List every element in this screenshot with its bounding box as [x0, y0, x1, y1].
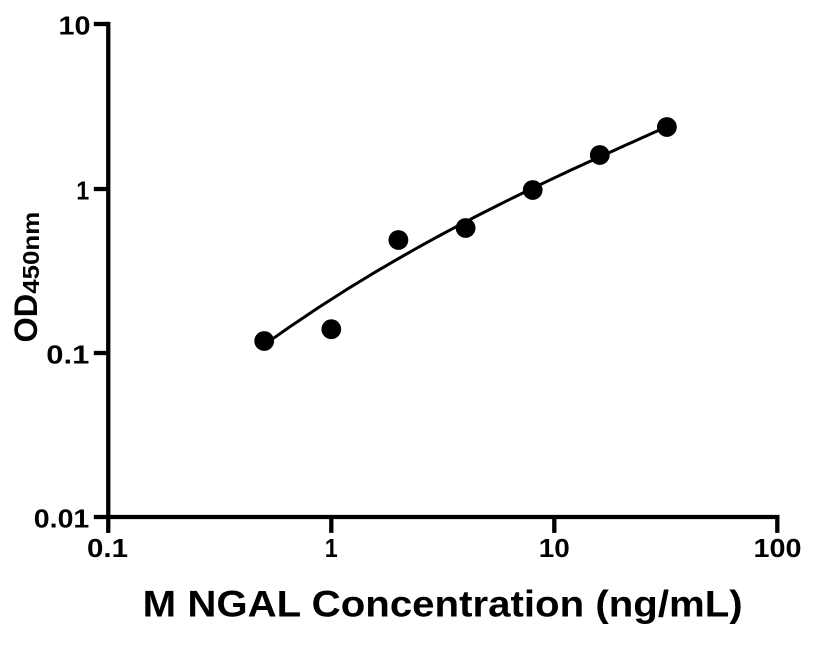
svg-text:0.1: 0.1 [87, 533, 128, 563]
svg-text:M NGAL Concentration (ng/mL): M NGAL Concentration (ng/mL) [143, 583, 743, 624]
svg-text:0.1: 0.1 [46, 339, 89, 369]
svg-text:100: 100 [754, 533, 802, 563]
svg-text:1: 1 [325, 533, 338, 563]
svg-text:10: 10 [539, 533, 570, 563]
svg-text:10: 10 [59, 10, 91, 40]
svg-text:0.01: 0.01 [34, 503, 90, 533]
svg-text:1: 1 [76, 175, 89, 205]
